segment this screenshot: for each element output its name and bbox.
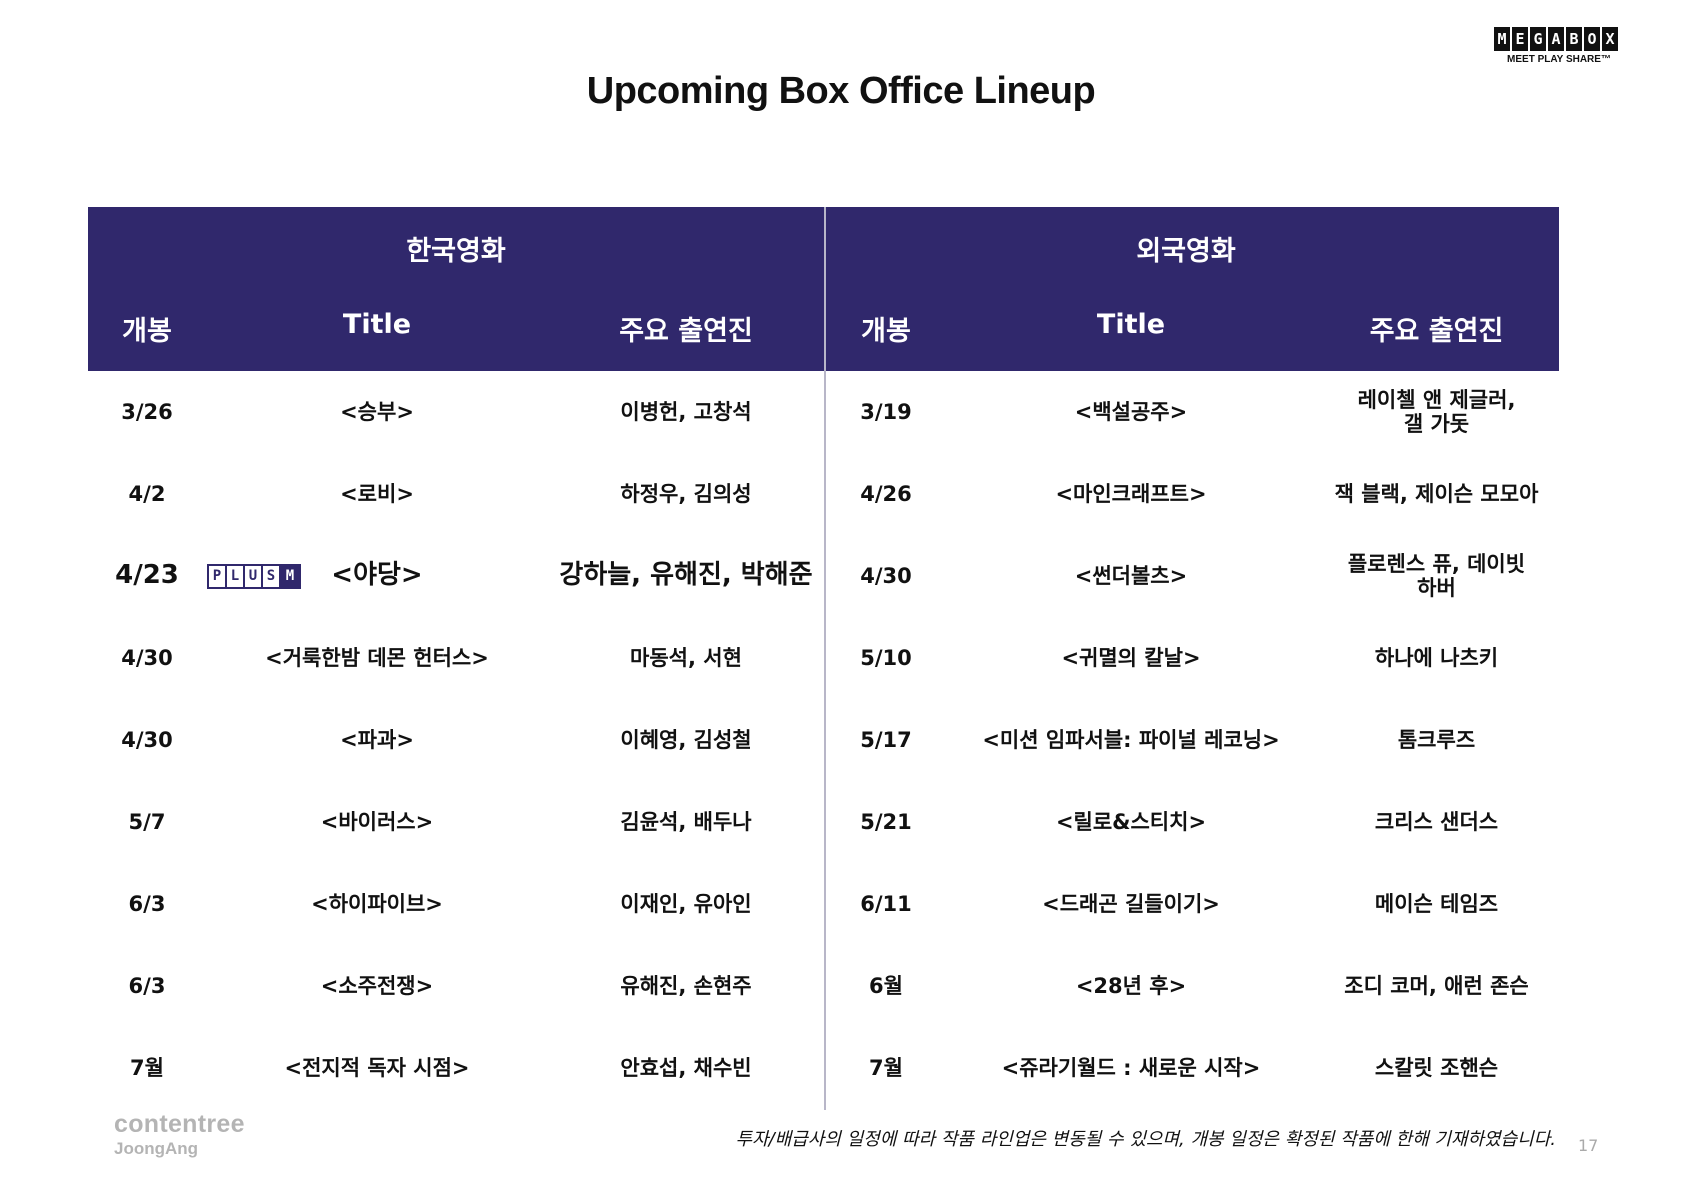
fr-title: <썬더볼츠> [1074, 563, 1188, 588]
kr-cast: 안효섭, 채수빈 [620, 1055, 752, 1080]
table-row: 7월 <전지적 독자 시점> 안효섭, 채수빈 7월 <쥬라기월드 : 새로운 … [0, 1027, 1682, 1109]
table-row: 4/2 <로비> 하정우, 김의성 4/26 <마인크래프트> 잭 블랙, 제이… [0, 453, 1682, 535]
table-row: 4/23 <야당> 강하늘, 유해진, 박해준 4/30 <썬더볼츠> 플로렌스… [0, 535, 1682, 617]
plusm-letter: S [263, 566, 281, 587]
header-foreign-films: 외국영화 [1136, 236, 1236, 267]
footnote: 투자/배급사의 일정에 따라 작품 라인업은 변동될 수 있으며, 개봉 일정은… [735, 1129, 1556, 1150]
kr-cast: 강하늘, 유해진, 박해준 [559, 560, 813, 591]
logo-letter: X [1602, 27, 1618, 51]
plusm-letter: P [209, 566, 227, 587]
fr-cast: 레이첼 앤 제글러, 갤 가돗 [1357, 387, 1516, 436]
fr-release-date: 6월 [869, 973, 903, 998]
logo-letter: A [1548, 27, 1564, 51]
brand-name: contentree [114, 1110, 245, 1138]
fr-release-date: 4/30 [860, 563, 912, 588]
header-korean-films: 한국영화 [406, 236, 506, 267]
kr-title: <바이러스> [320, 809, 434, 834]
logo-letter: E [1512, 27, 1528, 51]
page-title: Upcoming Box Office Lineup [586, 70, 1096, 112]
kr-title: <거룩한밤 데몬 헌터스> [265, 645, 489, 670]
kr-cast: 이재인, 유아인 [620, 891, 752, 916]
kr-release-date: 6/3 [128, 973, 166, 998]
kr-release-date: 6/3 [128, 891, 166, 916]
logo-letter: O [1584, 27, 1600, 51]
kr-cast: 김윤석, 배두나 [620, 809, 752, 834]
fr-release-date: 5/10 [860, 645, 912, 670]
logo-letter: M [1494, 27, 1510, 51]
kr-release-date: 4/2 [128, 481, 166, 506]
plusm-letter: M [281, 566, 299, 587]
kr-release-date: 4/23 [115, 560, 179, 591]
kr-cast: 이병헌, 고창석 [620, 399, 752, 424]
logo-letter: B [1566, 27, 1582, 51]
fr-cast: 잭 블랙, 제이슨 모모아 [1334, 481, 1539, 506]
fr-title: <백설공주> [1074, 399, 1188, 424]
kr-title: <야당> [331, 560, 423, 591]
plusm-letter: U [245, 566, 263, 587]
fr-release-date: 5/17 [860, 727, 912, 752]
brand-sub: JoongAng [114, 1139, 199, 1158]
table-row: 6/3 <하이파이브> 이재인, 유아인 6/11 <드래곤 길들이기> 메이슨… [0, 863, 1682, 945]
fr-cast: 하나에 나츠키 [1374, 645, 1499, 670]
kr-cast: 마동석, 서현 [630, 645, 742, 670]
contentree-logo: contentree JoongAng [114, 1110, 245, 1159]
logo-letter: G [1530, 27, 1546, 51]
header-release-fr: 개봉 [861, 316, 911, 347]
table-row: 4/30 <파과> 이혜영, 김성철 5/17 <미션 임파서블: 파이널 레코… [0, 699, 1682, 781]
table-row: 5/7 <바이러스> 김윤석, 배두나 5/21 <릴로&스티치> 크리스 샌더… [0, 781, 1682, 863]
logo-tagline: MEET PLAY SHARE™ [1507, 54, 1611, 65]
fr-title: <귀멸의 칼날> [1061, 645, 1201, 670]
fr-release-date: 4/26 [860, 481, 912, 506]
header-cast-kr: 주요 출연진 [619, 316, 753, 347]
fr-release-date: 5/21 [860, 809, 912, 834]
column-divider [824, 207, 826, 1110]
page-number: 17 [1578, 1136, 1599, 1155]
table-row: 6/3 <소주전쟁> 유해진, 손현주 6월 <28년 후> 조디 코머, 애런… [0, 945, 1682, 1027]
fr-title: <마인크래프트> [1055, 481, 1207, 506]
kr-cast: 유해진, 손현주 [620, 973, 752, 998]
kr-release-date: 3/26 [121, 399, 173, 424]
kr-cast: 하정우, 김의성 [620, 481, 752, 506]
table-row: 3/26 <승부> 이병헌, 고창석 3/19 <백설공주> 레이첼 앤 제글러… [0, 371, 1682, 453]
header-cast-fr: 주요 출연진 [1369, 316, 1504, 347]
kr-title: <소주전쟁> [320, 973, 434, 998]
fr-cast: 조디 코머, 애런 존슨 [1344, 973, 1529, 998]
fr-release-date: 6/11 [860, 891, 912, 916]
fr-title: <쥬라기월드 : 새로운 시작> [1001, 1055, 1261, 1080]
kr-release-date: 7월 [130, 1055, 164, 1080]
header-release-kr: 개봉 [122, 316, 172, 347]
fr-title: <미션 임파서블: 파이널 레코닝> [982, 727, 1280, 752]
fr-cast: 플로렌스 퓨, 데이빗 하버 [1347, 551, 1526, 600]
kr-title: <전지적 독자 시점> [284, 1055, 470, 1080]
kr-title: <승부> [340, 399, 414, 424]
kr-cast: 이혜영, 김성철 [620, 727, 752, 752]
kr-title: <로비> [340, 481, 414, 506]
kr-title: <하이파이브> [311, 891, 443, 916]
fr-title: <릴로&스티치> [1055, 809, 1207, 834]
kr-release-date: 4/30 [121, 645, 173, 670]
plusm-letter: L [227, 566, 245, 587]
fr-release-date: 7월 [869, 1055, 903, 1080]
lineup-table: 3/26 <승부> 이병헌, 고창석 3/19 <백설공주> 레이첼 앤 제글러… [0, 371, 1682, 1109]
kr-release-date: 5/7 [128, 809, 166, 834]
table-header: 한국영화 외국영화 개봉 Title 주요 출연진 개봉 Title 주요 출연… [88, 207, 1559, 371]
fr-cast: 스칼릿 조핸슨 [1374, 1055, 1499, 1080]
kr-release-date: 4/30 [121, 727, 173, 752]
header-title-fr: Title [1096, 309, 1166, 340]
fr-title: <드래곤 길들이기> [1042, 891, 1220, 916]
megabox-logo: M E G A B O X MEET PLAY SHARE™ [1494, 27, 1624, 65]
fr-release-date: 3/19 [860, 399, 912, 424]
kr-title: <파과> [340, 727, 414, 752]
fr-cast: 크리스 샌더스 [1374, 809, 1499, 834]
fr-title: <28년 후> [1075, 973, 1187, 998]
fr-cast: 톰크루즈 [1397, 727, 1476, 752]
table-row: 4/30 <거룩한밤 데몬 헌터스> 마동석, 서현 5/10 <귀멸의 칼날>… [0, 617, 1682, 699]
header-title-kr: Title [342, 309, 412, 340]
fr-cast: 메이슨 테임즈 [1374, 891, 1499, 916]
